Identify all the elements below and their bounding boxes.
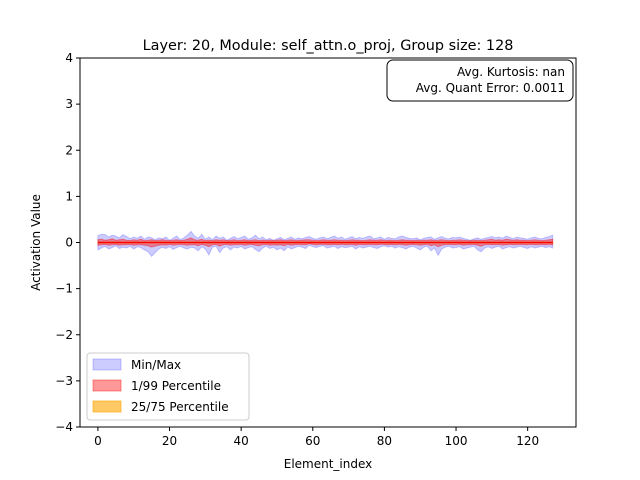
y-tick-label: 3 [65, 97, 73, 111]
x-tick-label: 80 [377, 434, 392, 448]
stats-annotation: Avg. Kurtosis: nan Avg. Quant Error: 0.0… [386, 59, 574, 102]
x-tick-label: 120 [516, 434, 539, 448]
legend-swatch-percentile-25-75 [92, 400, 122, 413]
annotation-box [386, 59, 574, 102]
legend-swatch-percentile-1-99 [92, 379, 122, 392]
y-tick-label: −4 [55, 420, 73, 434]
x-tick-label: 20 [162, 434, 177, 448]
y-tick-label: 1 [65, 189, 73, 203]
legend-label-percentile-25-75: 25/75 Percentile [131, 400, 229, 414]
y-tick-label: −2 [55, 328, 73, 342]
legend: Min/Max 1/99 Percentile 25/75 Percentile [86, 352, 250, 421]
minmax-band [97, 230, 554, 258]
legend-label-minmax: Min/Max [131, 358, 181, 372]
x-tick-label: 100 [445, 434, 468, 448]
x-axis-label: Element_index [284, 457, 373, 471]
legend-box [86, 352, 250, 421]
x-ticks: 0 20 40 60 80 100 120 [94, 427, 539, 448]
y-axis-label: Activation Value [29, 194, 43, 291]
y-tick-label: 0 [65, 236, 73, 250]
legend-label-percentile-1-99: 1/99 Percentile [131, 379, 221, 393]
y-ticks: −4 −3 −2 −1 0 1 2 3 4 [55, 51, 80, 434]
legend-swatch-minmax [92, 358, 122, 371]
bands-group [97, 230, 554, 258]
annotation-kurtosis: Avg. Kurtosis: nan [457, 65, 565, 79]
chart-title: Layer: 20, Module: self_attn.o_proj, Gro… [143, 38, 514, 54]
y-tick-label: −1 [55, 282, 73, 296]
y-tick-label: 2 [65, 143, 73, 157]
annotation-quant-error: Avg. Quant Error: 0.0011 [416, 81, 565, 95]
x-tick-label: 40 [234, 434, 249, 448]
x-tick-label: 0 [94, 434, 102, 448]
y-tick-label: −3 [55, 374, 73, 388]
y-tick-label: 4 [65, 51, 73, 65]
x-tick-label: 60 [305, 434, 320, 448]
